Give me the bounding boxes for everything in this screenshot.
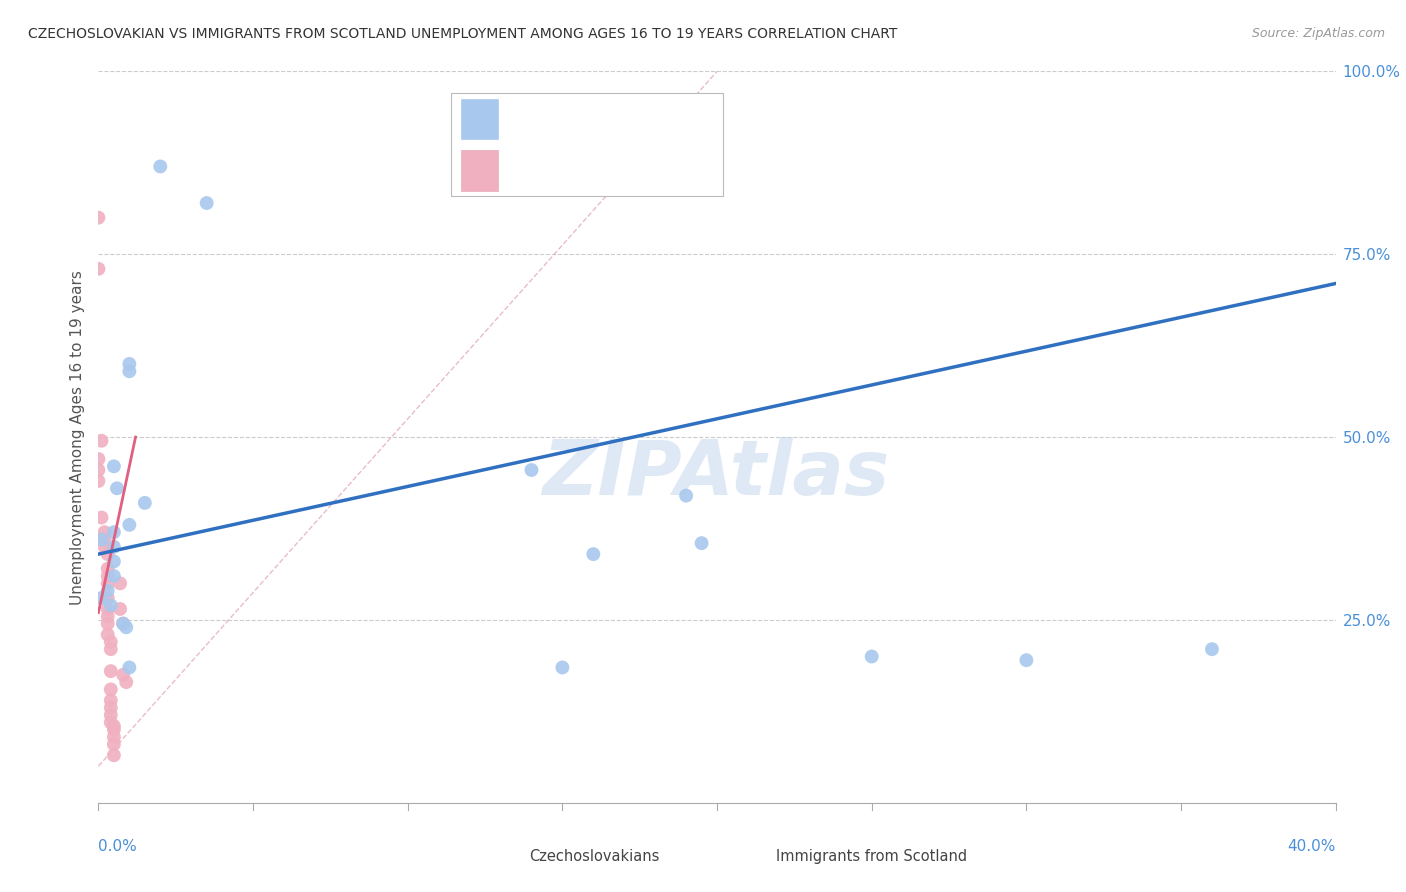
Point bbox=[97, 583, 120, 598]
Point bbox=[100, 693, 122, 707]
Point bbox=[87, 474, 110, 488]
Point bbox=[90, 510, 112, 524]
Text: 0.0%: 0.0% bbox=[98, 839, 138, 855]
Point bbox=[97, 602, 120, 616]
Point bbox=[520, 463, 543, 477]
Point bbox=[87, 452, 110, 467]
Point bbox=[103, 540, 125, 554]
Point bbox=[118, 517, 141, 532]
Point bbox=[103, 719, 125, 733]
Point bbox=[97, 569, 120, 583]
FancyBboxPatch shape bbox=[495, 846, 522, 867]
Point bbox=[108, 576, 131, 591]
Text: Immigrants from Scotland: Immigrants from Scotland bbox=[776, 848, 967, 863]
Point bbox=[100, 635, 122, 649]
Point bbox=[100, 682, 122, 697]
Text: R = 0.323: R = 0.323 bbox=[513, 163, 589, 178]
Point bbox=[675, 489, 697, 503]
Point bbox=[134, 496, 156, 510]
Point bbox=[97, 609, 120, 624]
Text: ZIPAtlas: ZIPAtlas bbox=[543, 437, 891, 510]
Point bbox=[97, 576, 120, 591]
Point bbox=[90, 434, 112, 448]
Point bbox=[97, 547, 120, 561]
Point bbox=[115, 620, 138, 634]
Point bbox=[87, 463, 110, 477]
Point bbox=[87, 211, 110, 225]
Point bbox=[582, 547, 605, 561]
FancyBboxPatch shape bbox=[742, 846, 769, 867]
FancyBboxPatch shape bbox=[451, 94, 723, 195]
Point bbox=[103, 554, 125, 568]
Text: Czechoslovakians: Czechoslovakians bbox=[529, 848, 659, 863]
Point bbox=[195, 196, 218, 211]
Point bbox=[103, 730, 125, 744]
Text: CZECHOSLOVAKIAN VS IMMIGRANTS FROM SCOTLAND UNEMPLOYMENT AMONG AGES 16 TO 19 YEA: CZECHOSLOVAKIAN VS IMMIGRANTS FROM SCOTL… bbox=[28, 27, 897, 41]
Point bbox=[97, 616, 120, 631]
Point bbox=[103, 723, 125, 737]
Point bbox=[112, 616, 135, 631]
Point bbox=[100, 642, 122, 657]
FancyBboxPatch shape bbox=[461, 99, 498, 139]
Point bbox=[551, 660, 574, 674]
Point bbox=[690, 536, 713, 550]
Point bbox=[115, 675, 138, 690]
Point bbox=[112, 616, 135, 631]
Point bbox=[860, 649, 883, 664]
Point bbox=[103, 569, 125, 583]
Point bbox=[1201, 642, 1223, 657]
Text: R = 0.232: R = 0.232 bbox=[513, 112, 589, 127]
Point bbox=[100, 700, 122, 714]
Point bbox=[90, 533, 112, 547]
Point bbox=[103, 525, 125, 540]
Point bbox=[100, 708, 122, 723]
Point bbox=[105, 481, 128, 495]
Text: N = 37: N = 37 bbox=[621, 163, 679, 178]
Y-axis label: Unemployment Among Ages 16 to 19 years: Unemployment Among Ages 16 to 19 years bbox=[69, 269, 84, 605]
Point bbox=[118, 357, 141, 371]
Point bbox=[103, 459, 125, 474]
Text: 40.0%: 40.0% bbox=[1288, 839, 1336, 855]
Point bbox=[100, 599, 122, 613]
Point bbox=[108, 602, 131, 616]
Point bbox=[118, 660, 141, 674]
Point bbox=[97, 627, 120, 641]
Point bbox=[103, 748, 125, 763]
Text: N = 28: N = 28 bbox=[621, 112, 679, 127]
Point bbox=[93, 533, 115, 547]
Point bbox=[97, 562, 120, 576]
Point bbox=[97, 591, 120, 605]
FancyBboxPatch shape bbox=[461, 151, 498, 191]
Point bbox=[93, 540, 115, 554]
Point bbox=[112, 667, 135, 681]
Point bbox=[149, 160, 172, 174]
Point bbox=[100, 664, 122, 678]
Point bbox=[1015, 653, 1038, 667]
Point bbox=[90, 591, 112, 605]
Point bbox=[93, 525, 115, 540]
Point bbox=[87, 261, 110, 276]
Point bbox=[118, 364, 141, 378]
Point bbox=[103, 737, 125, 751]
Point bbox=[100, 715, 122, 730]
Text: Source: ZipAtlas.com: Source: ZipAtlas.com bbox=[1251, 27, 1385, 40]
